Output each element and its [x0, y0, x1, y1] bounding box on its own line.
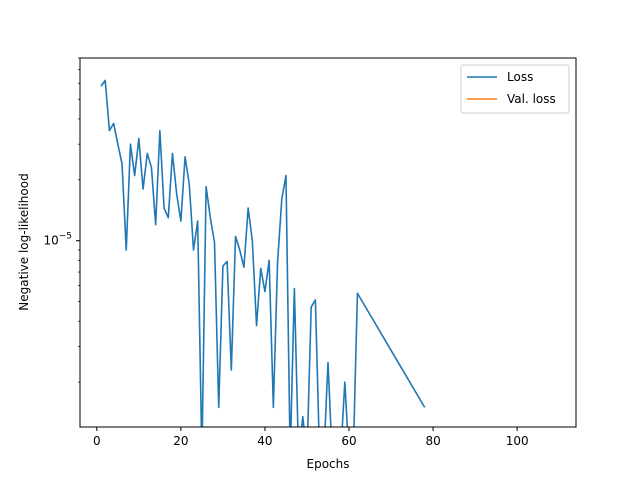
legend-label-val-loss: Val. loss: [507, 92, 556, 106]
x-axis-label: Epochs: [307, 457, 350, 471]
x-tick-label: 100: [506, 434, 529, 448]
y-tick-label: 10−5: [43, 232, 72, 248]
legend: Loss Val. loss: [460, 64, 570, 114]
x-tick-label: 20: [173, 434, 188, 448]
x-tick-label: 80: [425, 434, 440, 448]
legend-label-loss: Loss: [507, 70, 533, 84]
series-line-loss: [100, 79, 426, 427]
y-axis: 10−5: [43, 57, 80, 383]
series-layer: [100, 79, 426, 427]
x-tick-label: 0: [93, 434, 101, 448]
x-axis: 0 20 40 60 80 100: [93, 427, 529, 448]
x-tick-label: 40: [257, 434, 272, 448]
x-tick-label: 60: [341, 434, 356, 448]
y-axis-label: Negative log-likelihood: [17, 173, 31, 310]
plot-area-frame: [79, 57, 577, 428]
